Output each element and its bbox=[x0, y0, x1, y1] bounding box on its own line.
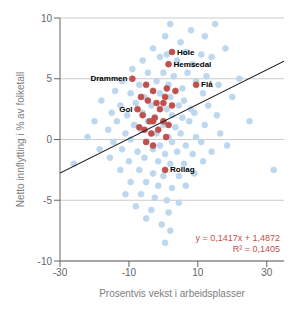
svg-text:-10: -10 bbox=[38, 256, 53, 267]
svg-text:Rollag: Rollag bbox=[170, 165, 195, 174]
svg-text:10: 10 bbox=[192, 267, 204, 278]
svg-text:Drammen: Drammen bbox=[90, 74, 127, 83]
html-text:R² = 0,1405: R² = 0,1405 bbox=[232, 244, 280, 254]
svg-text:10: 10 bbox=[41, 13, 53, 24]
svg-text:Flå: Flå bbox=[201, 80, 213, 89]
svg-text:Netto innflytting i % av folke: Netto innflytting i % av folketall bbox=[15, 72, 26, 208]
svg-text:0: 0 bbox=[46, 134, 52, 145]
svg-text:-10: -10 bbox=[122, 267, 137, 278]
svg-text:-30: -30 bbox=[53, 267, 68, 278]
svg-text:Prosentvis vekst i arbeidsplas: Prosentvis vekst i arbeidsplasser bbox=[99, 288, 245, 299]
svg-text:30: 30 bbox=[261, 267, 273, 278]
svg-text:Hemsedal: Hemsedal bbox=[174, 60, 212, 69]
svg-text:Hole: Hole bbox=[177, 48, 195, 57]
svg-text:Gol: Gol bbox=[119, 105, 132, 114]
svg-text:5: 5 bbox=[46, 73, 52, 84]
svg-text:-5: -5 bbox=[43, 195, 52, 206]
html-text:y = 0,1417x + 1,4872: y = 0,1417x + 1,4872 bbox=[195, 233, 280, 243]
